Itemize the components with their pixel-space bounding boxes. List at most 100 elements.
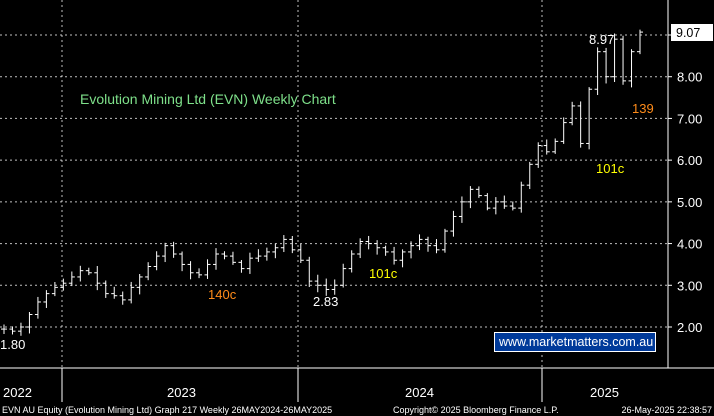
- ohlc-bar: [153, 251, 160, 271]
- ohlc-bar: [1, 324, 7, 334]
- ohlc-bar: [620, 35, 627, 85]
- annotation-label: 140c: [208, 287, 237, 302]
- grid-lines: [0, 0, 668, 368]
- footer-timestamp: 26-May-2025 22:38:57: [621, 405, 712, 415]
- y-tick-label: 6.00: [677, 153, 702, 168]
- annotation-label: 8.97: [589, 32, 614, 47]
- y-tick-label: 3.00: [677, 278, 702, 293]
- ohlc-bar: [441, 228, 448, 253]
- ohlc-bar: [425, 236, 431, 252]
- ohlc-bar: [272, 243, 279, 259]
- ohlc-bar: [433, 239, 440, 254]
- annotation-label: 1.80: [0, 337, 25, 352]
- ohlc-bar: [43, 290, 50, 308]
- ohlc-bar: [467, 186, 474, 209]
- ohlc-bars: [1, 29, 643, 336]
- annotation-label: 101c: [369, 266, 398, 281]
- ohlc-bar: [484, 193, 491, 211]
- ohlc-bar: [365, 235, 372, 250]
- ohlc-bar: [348, 250, 355, 273]
- ohlc-bar: [51, 281, 58, 297]
- x-axis-label: 2023: [167, 385, 196, 400]
- ohlc-bar: [77, 265, 84, 282]
- ohlc-bar: [391, 246, 398, 265]
- ohlc-bar: [280, 235, 287, 253]
- chart-annotations: 1.80 140c 2.83 101c 101c 8.97 139: [0, 32, 654, 352]
- ohlc-bar: [450, 210, 457, 237]
- ohlc-bar: [475, 186, 482, 198]
- ohlc-bar: [492, 197, 499, 215]
- ohlc-bar: [17, 322, 24, 336]
- ohlc-bar: [501, 195, 508, 209]
- ohlc-bar: [594, 47, 601, 96]
- y-tick-label: 4.00: [677, 237, 702, 252]
- ohlc-bar: [246, 252, 253, 274]
- ohlc-bar: [221, 251, 228, 260]
- last-price-label: 9.07: [676, 26, 700, 40]
- ohlc-bar: [518, 181, 525, 213]
- y-tick-label: 2.00: [677, 320, 702, 335]
- ohlc-bar: [569, 101, 576, 126]
- x-axis-labels: 2022 2023 2024 2025: [3, 368, 619, 402]
- ohlc-bar: [9, 326, 16, 335]
- ohlc-bar: [128, 281, 135, 304]
- ohlc-bar: [26, 312, 33, 334]
- ohlc-bar: [314, 274, 321, 293]
- ohlc-bar: [509, 201, 516, 211]
- ohlc-bar: [85, 267, 92, 276]
- ohlc-bar: [458, 196, 465, 223]
- ohlc-bar: [306, 256, 313, 288]
- watermark-box: www.marketmatters.com.au: [494, 332, 656, 352]
- ohlc-bar: [263, 247, 270, 261]
- footer-copyright: Copyright© 2025 Bloomberg Finance L.P.: [393, 405, 559, 415]
- ohlc-bar: [399, 249, 406, 268]
- ohlc-bar: [170, 241, 177, 258]
- ohlc-bar: [543, 139, 550, 155]
- ohlc-bar: [60, 278, 67, 291]
- ohlc-bar: [179, 251, 186, 272]
- ohlc-bar: [229, 251, 236, 265]
- ohlc-bar: [340, 263, 347, 288]
- ohlc-bar: [628, 49, 635, 88]
- ohlc-bar: [603, 47, 610, 84]
- ohlc-bar: [577, 101, 584, 148]
- ohlc-bar: [323, 278, 330, 296]
- ohlc-bar: [382, 245, 389, 256]
- ohlc-bar: [289, 235, 296, 254]
- ohlc-bar: [187, 261, 194, 280]
- ohlc-bar: [535, 142, 542, 168]
- annotation-label: 139: [632, 101, 654, 116]
- ohlc-bar: [408, 241, 415, 259]
- ohlc-bar: [196, 268, 203, 279]
- y-tick-label: 8.00: [677, 70, 702, 85]
- x-axis-label: 2025: [590, 385, 619, 400]
- ohlc-bar: [119, 291, 126, 305]
- watermark-url: www.marketmatters.com.au: [499, 335, 654, 349]
- y-axis-ticks: 2.003.004.005.006.007.008.009.00: [668, 28, 702, 335]
- footer-security-info: EVN AU Equity (Evolution Mining Ltd) Gra…: [2, 405, 332, 415]
- ohlc-bar: [145, 262, 152, 281]
- ohlc-bar: [34, 296, 41, 319]
- last-price-box: [671, 24, 713, 41]
- x-axis-label: 2024: [405, 385, 434, 400]
- annotation-label: 2.83: [313, 294, 338, 309]
- ohlc-bar: [238, 260, 245, 273]
- footer-bar: [0, 402, 714, 416]
- ohlc-bar: [637, 29, 643, 55]
- ohlc-bar: [526, 161, 533, 190]
- annotation-label: 101c: [596, 161, 625, 176]
- chart-title: Evolution Mining Ltd (EVN) Weekly Chart: [80, 91, 336, 107]
- ohlc-bar: [204, 259, 211, 279]
- ohlc-bar: [586, 87, 593, 150]
- y-tick-label: 7.00: [677, 111, 702, 126]
- ohlc-bar: [136, 274, 143, 295]
- x-axis-label: 2022: [3, 385, 32, 400]
- ohlc-bar: [162, 242, 169, 263]
- ohlc-bar: [416, 234, 423, 251]
- ohlc-bar: [213, 248, 219, 270]
- ohlc-bar: [297, 244, 304, 264]
- ohlc-bar: [560, 117, 567, 144]
- ohlc-bar: [552, 138, 559, 154]
